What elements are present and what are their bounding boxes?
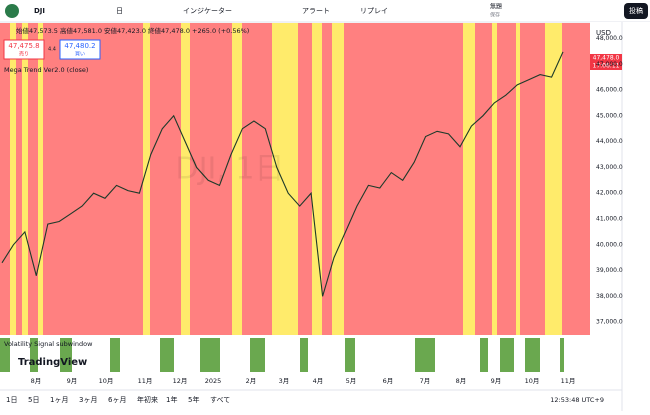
interval[interactable]: 日 xyxy=(116,7,123,15)
y-tick-label: 43,000.0 xyxy=(596,164,623,171)
range-button[interactable]: 1日 xyxy=(6,396,17,404)
yellow-band xyxy=(22,23,28,335)
layout-name[interactable]: 無題 xyxy=(490,3,502,11)
x-tick-label: 10月 xyxy=(525,377,540,385)
range-button[interactable]: 1ヶ月 xyxy=(50,396,68,404)
yellow-band xyxy=(143,23,150,335)
signal-bar xyxy=(30,338,38,372)
last-price: 47,478.0 xyxy=(593,55,620,62)
range-button[interactable]: すべて xyxy=(210,396,230,404)
y-tick-label: 38,000.0 xyxy=(596,293,623,300)
x-tick-label: 4月 xyxy=(313,377,324,385)
y-tick-label: 48,000.0 xyxy=(596,35,623,42)
ohlc: 始値47,573.5 高値47,581.0 安値47,423.0 終値47,47… xyxy=(16,26,249,35)
yellow-band xyxy=(181,23,190,335)
publish[interactable]: 投稿 xyxy=(629,6,643,15)
buy[interactable]: 買い xyxy=(75,52,85,58)
last-price-tag xyxy=(590,54,622,70)
spread: 4.4 xyxy=(48,47,56,53)
signal-bar xyxy=(480,338,488,372)
signal-bar xyxy=(300,338,308,372)
yellow-band xyxy=(38,23,43,335)
regime-bands xyxy=(0,23,590,372)
yellow-band xyxy=(332,23,344,335)
publish-button[interactable] xyxy=(624,3,648,19)
signal-bar xyxy=(0,338,10,372)
yellow-band xyxy=(545,23,562,335)
x-tick-label: 9月 xyxy=(491,377,502,385)
y-tick-label: 39,000.0 xyxy=(596,267,623,274)
x-tick-label: 3月 xyxy=(279,377,290,385)
signal-bar xyxy=(415,338,435,372)
range-button[interactable]: 6ヶ月 xyxy=(108,396,126,404)
currency: USD xyxy=(596,29,611,37)
x-tick-label: 10月 xyxy=(99,377,114,385)
brand: TradingView xyxy=(18,357,87,368)
y-tick-label: 37,000.0 xyxy=(596,319,623,326)
sell-button[interactable] xyxy=(3,39,45,60)
x-tick-label: 7月 xyxy=(420,377,431,385)
save[interactable]: 保存 xyxy=(490,12,500,19)
x-tick-label: 6月 xyxy=(383,377,394,385)
watermark: DJI, 1日 xyxy=(176,152,285,187)
range-button[interactable]: 年初来 xyxy=(137,395,158,404)
y-tick-label: 41,000.0 xyxy=(596,215,623,222)
signal-bar xyxy=(60,338,72,372)
x-tick-label: 9月 xyxy=(67,377,78,385)
buy-button[interactable] xyxy=(59,39,101,60)
x-tick-label: 8月 xyxy=(31,377,42,385)
price-axis xyxy=(590,22,622,390)
yellow-band xyxy=(272,23,298,335)
signal-bar xyxy=(110,338,120,372)
price-line xyxy=(1,51,564,297)
signal-bar xyxy=(500,338,514,372)
y-tick-label: 42,000.0 xyxy=(596,190,623,197)
indicator-name: Mega Trend Ver2.0 (close) xyxy=(4,66,88,74)
alert[interactable]: アラート xyxy=(302,7,330,15)
x-tick-label: 12月 xyxy=(173,377,188,385)
y-tick-label: 40,000.0 xyxy=(596,241,623,248)
yellow-band xyxy=(492,23,497,335)
x-tick-label: 11月 xyxy=(138,377,153,385)
y-tick-label: 44,000.0 xyxy=(596,138,623,145)
top-toolbar xyxy=(0,0,650,22)
x-tick-label: 11月 xyxy=(561,377,576,385)
x-tick-label: 5月 xyxy=(346,377,357,385)
y-tick-label: 47,000.0 xyxy=(596,61,623,68)
logo xyxy=(5,4,19,18)
signal-bar xyxy=(525,338,540,372)
signal-bar xyxy=(160,338,174,372)
yellow-band xyxy=(463,23,475,335)
buy-price[interactable]: 47,480.2 xyxy=(64,42,95,50)
x-tick-label: 2月 xyxy=(246,377,257,385)
yellow-band xyxy=(232,23,242,335)
indicators[interactable]: インジケーター xyxy=(183,6,232,15)
x-tick-label: 2025 xyxy=(205,377,222,385)
countdown: 17:06:11 xyxy=(593,63,620,70)
y-tick-label: 46,000.0 xyxy=(596,87,623,94)
range-button[interactable]: 5年 xyxy=(188,395,199,404)
yellow-band xyxy=(10,23,16,335)
sell-price[interactable]: 47,475.8 xyxy=(8,42,39,50)
y-tick-label: 45,000.0 xyxy=(596,112,623,119)
clock: 12:53:48 UTC+9 xyxy=(550,396,604,404)
sell[interactable]: 売り xyxy=(19,51,29,58)
signal-bar xyxy=(250,338,265,372)
yellow-band xyxy=(516,23,520,335)
signal-bar xyxy=(560,338,564,372)
right-sidebar xyxy=(622,22,650,411)
x-tick-label: 8月 xyxy=(456,377,467,385)
subwindow-name: Volatility Signal subwindow xyxy=(4,340,93,348)
range-button[interactable]: 5日 xyxy=(28,396,39,404)
signal-bar xyxy=(345,338,355,372)
range-button[interactable]: 3ヶ月 xyxy=(79,396,97,404)
symbol[interactable]: DJI xyxy=(34,7,45,15)
yellow-band xyxy=(312,23,322,335)
replay[interactable]: リプレイ xyxy=(360,7,388,15)
signal-bar xyxy=(200,338,220,372)
range-button[interactable]: 1年 xyxy=(166,395,177,404)
